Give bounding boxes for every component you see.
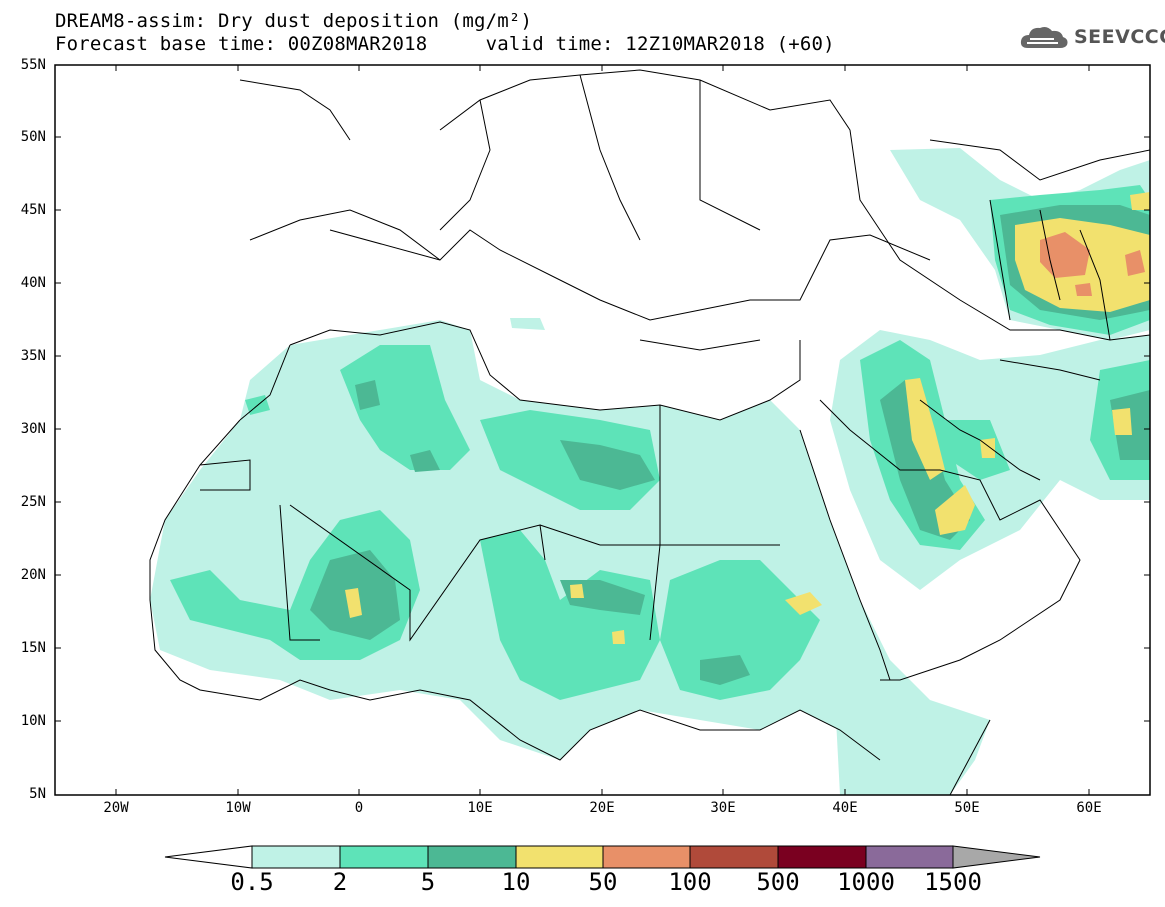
logo-text: SEEVCCC [1074,26,1165,48]
colorbar-bin-2 [339,845,429,869]
lon-label: 50E [954,800,980,816]
map-title: DREAM8-assim: Dry dust deposition (mg/m²… [55,10,533,32]
colorbar-bin-7 [777,845,867,869]
colorbar-under-arrow [164,845,253,869]
cloud-logo-icon [1020,27,1068,48]
colorbar [164,845,1041,869]
lon-label: 20E [589,800,615,816]
colorbar-over-arrow [952,845,1041,869]
colorbar-bin-1 [251,845,341,869]
axis-ticks [55,64,1150,796]
lat-label: 25N [20,494,46,510]
lon-label: 20W [103,800,129,816]
dust-level-50 [1040,232,1145,296]
forecast-time-line: Forecast base time: 00Z08MAR2018 valid t… [55,33,835,55]
colorbar-bin-3 [427,845,517,869]
colorbar-label: 0.5 [230,868,274,896]
borders [149,69,1150,795]
lon-label: 60E [1076,800,1102,816]
colorbar-label: 5 [420,868,436,896]
lat-label: 55N [20,57,46,73]
lon-label: 30E [710,800,736,816]
lat-label: 35N [20,348,46,364]
colorbar-label: 50 [588,868,618,896]
lon-label: 40E [832,800,858,816]
seevccc-logo: SEEVCCC [1018,22,1165,52]
lat-label: 45N [20,202,46,218]
colorbar-label: 1500 [924,868,982,896]
colorbar-label: 2 [332,868,348,896]
lat-label: 15N [20,640,46,656]
colorbar-bin-6 [689,845,779,869]
lat-label: 40N [20,275,46,291]
lat-label: 50N [20,129,46,145]
lon-label: 10W [225,800,251,816]
lat-label: 5N [29,786,46,802]
lat-label: 30N [20,421,46,437]
colorbar-label: 1000 [837,868,895,896]
colorbar-bin-5 [602,845,691,869]
colorbar-label: 10 [501,868,531,896]
lon-label: 0 [354,800,364,816]
colorbar-bin-8 [865,845,954,869]
lat-label: 10N [20,713,46,729]
colorbar-bin-4 [515,845,604,869]
lon-label: 10E [467,800,493,816]
colorbar-label: 500 [756,868,800,896]
lat-label: 20N [20,567,46,583]
colorbar-label: 100 [668,868,712,896]
